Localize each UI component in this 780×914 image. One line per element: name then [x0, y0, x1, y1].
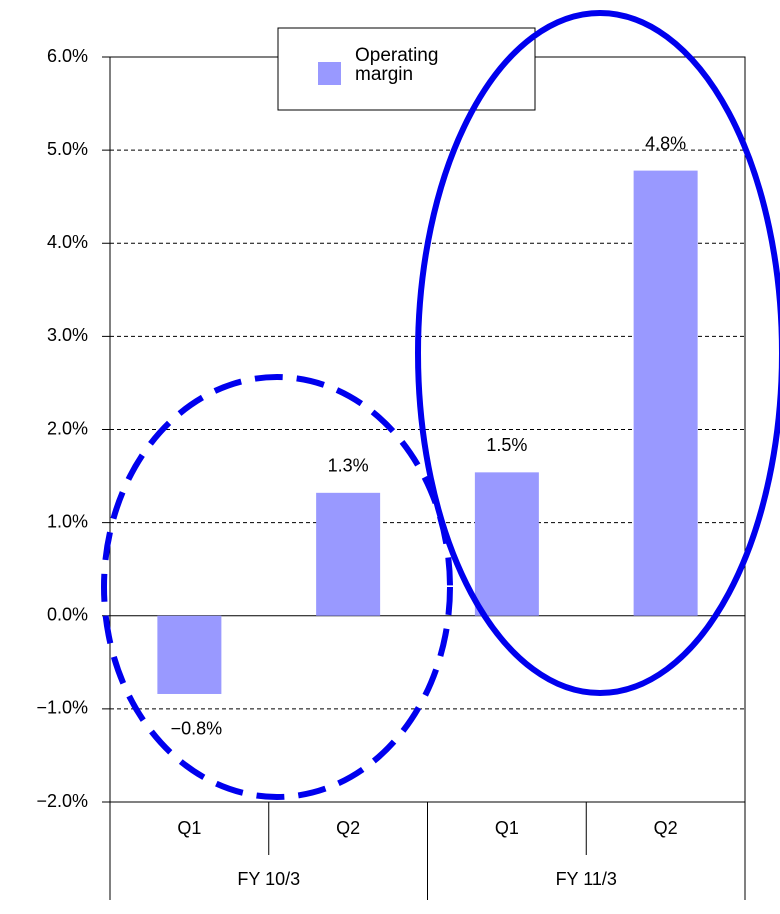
x-tick-label: Q1	[495, 818, 519, 838]
bar	[316, 492, 381, 616]
data-label: 1.5%	[486, 435, 527, 455]
y-tick-label: 1.0%	[47, 511, 88, 531]
bar	[474, 472, 539, 616]
y-tick-label: 3.0%	[47, 325, 88, 345]
y-tick-label: 6.0%	[47, 46, 88, 66]
x-tick-label: Q1	[177, 818, 201, 838]
y-tick-label: −2.0%	[36, 791, 88, 811]
data-label: −0.8%	[171, 719, 223, 739]
group-label: FY 10/3	[237, 869, 300, 889]
x-tick-label: Q2	[336, 818, 360, 838]
group-label: FY 11/3	[556, 869, 617, 889]
data-label: 4.8%	[645, 133, 686, 153]
annotation-ellipse	[101, 374, 453, 800]
y-tick-label: 0.0%	[47, 605, 88, 625]
y-tick-label: 5.0%	[47, 139, 88, 159]
data-label: 1.3%	[328, 456, 369, 476]
x-tick-label: Q2	[654, 818, 678, 838]
bar	[633, 170, 698, 616]
legend-label: Operating margin	[355, 45, 439, 85]
legend-swatch	[318, 62, 341, 85]
annotation-ellipse	[415, 10, 780, 696]
y-tick-label: 4.0%	[47, 232, 88, 252]
bar	[157, 615, 222, 694]
y-tick-label: −1.0%	[36, 698, 88, 718]
y-tick-label: 2.0%	[47, 418, 88, 438]
